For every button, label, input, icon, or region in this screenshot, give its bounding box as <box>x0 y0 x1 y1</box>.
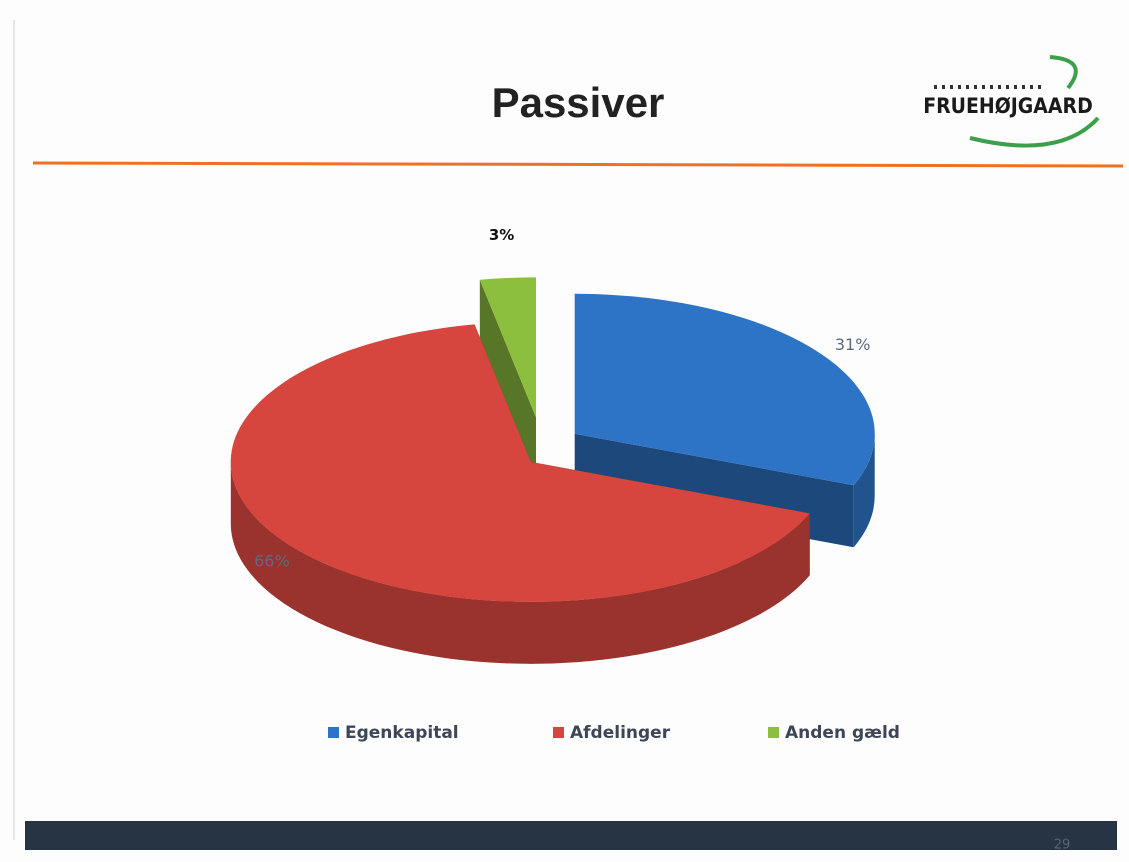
legend-swatch <box>553 727 564 738</box>
slice <box>230 324 810 602</box>
slice <box>574 293 875 486</box>
slice <box>479 277 536 418</box>
data-label: 66% <box>254 551 290 570</box>
legend-swatch <box>328 727 339 738</box>
slice-side <box>853 433 875 548</box>
legend: Egenkapital Afdelinger Anden gæld <box>328 723 900 743</box>
slice-side <box>230 461 810 664</box>
footer-bar <box>25 821 1117 850</box>
legend-label: Afdelinger <box>570 723 671 743</box>
legend-label: Anden gæld <box>785 723 900 743</box>
legend-label: Egenkapital <box>345 723 459 743</box>
data-label: 3% <box>489 226 514 244</box>
slide-title: Passiver <box>492 79 665 126</box>
title-rule <box>32 161 1124 168</box>
pie-chart: 31% 66% 3% <box>230 226 875 664</box>
legend-swatch <box>768 727 779 738</box>
slice-cut-face <box>479 279 536 480</box>
logo-text: FRUEHØJGAARD <box>923 94 1093 118</box>
logo-swoosh <box>969 55 1100 148</box>
data-label: 31% <box>835 335 871 354</box>
page-number: 29 <box>1054 838 1071 853</box>
logo: FRUEHØJGAARD <box>923 55 1100 148</box>
